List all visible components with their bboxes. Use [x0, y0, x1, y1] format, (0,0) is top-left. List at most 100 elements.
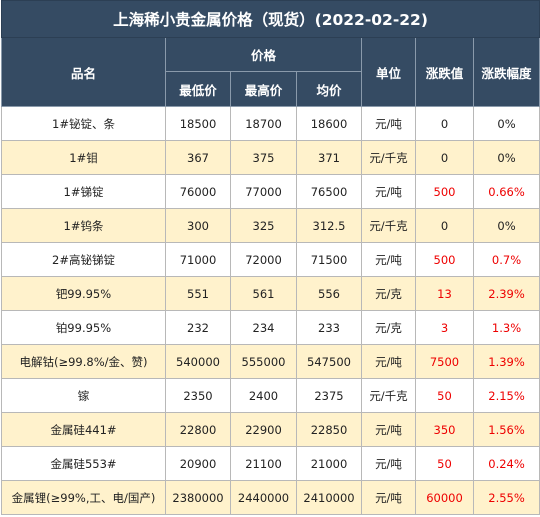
cell-low: 71000: [165, 242, 231, 277]
table-row: 镓 2350 2400 2375 元/千克 50 2.15%: [1, 378, 540, 413]
cell-change-pct: 1.56%: [472, 412, 540, 447]
cell-high: 375: [230, 140, 297, 175]
cell-low: 232: [165, 310, 231, 345]
table-row: 1#钼 367 375 371 元/千克 0 0%: [1, 140, 540, 175]
table-row: 1#锑锭 76000 77000 76500 元/吨 500 0.66%: [1, 174, 540, 209]
cell-high: 72000: [230, 242, 297, 277]
cell-change-pct: 0.7%: [472, 242, 540, 277]
cell-change-pct: 0.66%: [472, 174, 540, 209]
cell-low: 367: [165, 140, 231, 175]
cell-change: 7500: [415, 344, 474, 379]
header-low: 最低价: [165, 71, 231, 107]
cell-avg: 76500: [296, 174, 362, 209]
cell-change: 3: [415, 310, 474, 345]
table-row: 电解钴(≥99.8%/金、赞) 540000 555000 547500 元/吨 7500…: [1, 344, 540, 379]
cell-low: 76000: [165, 174, 231, 209]
cell-high: 2400: [230, 378, 297, 413]
cell-high: 325: [230, 208, 297, 243]
title-row: 上海稀小贵金属价格（现货）(2022-02-22): [0, 0, 540, 38]
cell-name: 1#钼: [1, 140, 166, 175]
table-row: 2#高铋锑锭 71000 72000 71500 元/吨 500 0.7%: [1, 242, 540, 277]
cell-unit: 元/克: [361, 310, 416, 345]
cell-avg: 556: [296, 276, 362, 311]
table-row: 钯99.95% 551 561 556 元/克 13 2.39%: [1, 276, 540, 311]
cell-unit: 元/千克: [361, 378, 416, 413]
table-row: 铂99.95% 232 234 233 元/克 3 1.3%: [1, 310, 540, 345]
cell-low: 2380000: [165, 480, 231, 515]
cell-change-pct: 1.39%: [472, 344, 540, 379]
cell-change: 50: [415, 378, 474, 413]
cell-change-pct: 2.55%: [472, 480, 540, 515]
cell-unit: 元/吨: [361, 412, 416, 447]
header-unit: 单位: [361, 37, 416, 107]
cell-high: 22900: [230, 412, 297, 447]
cell-unit: 元/千克: [361, 208, 416, 243]
cell-unit: 元/吨: [361, 106, 416, 141]
cell-change: 350: [415, 412, 474, 447]
cell-unit: 元/吨: [361, 446, 416, 481]
cell-low: 20900: [165, 446, 231, 481]
header-high: 最高价: [230, 71, 297, 107]
cell-name: 金属硅553#: [1, 446, 166, 481]
header-avg: 均价: [296, 71, 362, 107]
cell-low: 551: [165, 276, 231, 311]
header-row-2: 最低价 最高价 均价: [2, 71, 540, 107]
cell-change: 0: [415, 106, 474, 141]
cell-high: 555000: [230, 344, 297, 379]
cell-name: 金属硅441#: [1, 412, 166, 447]
cell-avg: 547500: [296, 344, 362, 379]
cell-name: 铂99.95%: [1, 310, 166, 345]
cell-high: 234: [230, 310, 297, 345]
cell-unit: 元/克: [361, 276, 416, 311]
cell-low: 22800: [165, 412, 231, 447]
cell-avg: 312.5: [296, 208, 362, 243]
cell-unit: 元/吨: [361, 480, 416, 515]
header-row-1: 品名 价格 单位 涨跌值 涨跌幅度: [1, 37, 540, 107]
table-row: 金属硅441# 22800 22900 22850 元/吨 350 1.56%: [1, 412, 540, 447]
cell-high: 2440000: [230, 480, 297, 515]
cell-change: 500: [415, 242, 474, 277]
table-row: 1#钨条 300 325 312.5 元/千克 0 0%: [1, 208, 540, 243]
cell-low: 300: [165, 208, 231, 243]
cell-change-pct: 2.15%: [472, 378, 540, 413]
cell-high: 77000: [230, 174, 297, 209]
cell-low: 540000: [165, 344, 231, 379]
cell-change-pct: 0%: [472, 140, 540, 175]
header-price-group: 价格: [165, 37, 362, 72]
cell-name: 1#锑锭: [1, 174, 166, 209]
cell-high: 18700: [230, 106, 297, 141]
cell-high: 21100: [230, 446, 297, 481]
cell-avg: 21000: [296, 446, 362, 481]
page-title: 上海稀小贵金属价格（现货）(2022-02-22): [0, 0, 540, 38]
cell-change-pct: 0.24%: [472, 446, 540, 481]
cell-avg: 18600: [296, 106, 362, 141]
table-row: 金属硅553# 20900 21100 21000 元/吨 50 0.24%: [1, 446, 540, 481]
cell-name: 1#铋锭、条: [1, 106, 166, 141]
header-change-pct: 涨跌幅度: [472, 37, 540, 107]
cell-change: 60000: [415, 480, 474, 515]
cell-change-pct: 2.39%: [472, 276, 540, 311]
cell-name: 金属锂(≥99%,工、电/国产): [1, 480, 166, 515]
cell-unit: 元/吨: [361, 344, 416, 379]
cell-change: 50: [415, 446, 474, 481]
table-row: 1#铋锭、条 18500 18700 18600 元/吨 0 0%: [1, 106, 540, 141]
cell-unit: 元/吨: [361, 174, 416, 209]
cell-change: 13: [415, 276, 474, 311]
table-row: 金属锂(≥99%,工、电/国产) 2380000 2440000 2410000 元/吨…: [1, 480, 540, 515]
cell-avg: 22850: [296, 412, 362, 447]
cell-change-pct: 0%: [472, 208, 540, 243]
cell-unit: 元/千克: [361, 140, 416, 175]
cell-change-pct: 0%: [472, 106, 540, 141]
cell-name: 1#钨条: [1, 208, 166, 243]
header-change: 涨跌值: [415, 37, 474, 107]
table-body: 1#铋锭、条 18500 18700 18600 元/吨 0 0% 1#钼 367 375 371 元…: [1, 106, 540, 515]
header-name: 品名: [1, 37, 166, 107]
cell-low: 2350: [165, 378, 231, 413]
cell-change: 0: [415, 208, 474, 243]
cell-change: 500: [415, 174, 474, 209]
cell-name: 电解钴(≥99.8%/金、赞): [1, 344, 166, 379]
cell-avg: 2375: [296, 378, 362, 413]
cell-unit: 元/吨: [361, 242, 416, 277]
cell-change-pct: 1.3%: [472, 310, 540, 345]
